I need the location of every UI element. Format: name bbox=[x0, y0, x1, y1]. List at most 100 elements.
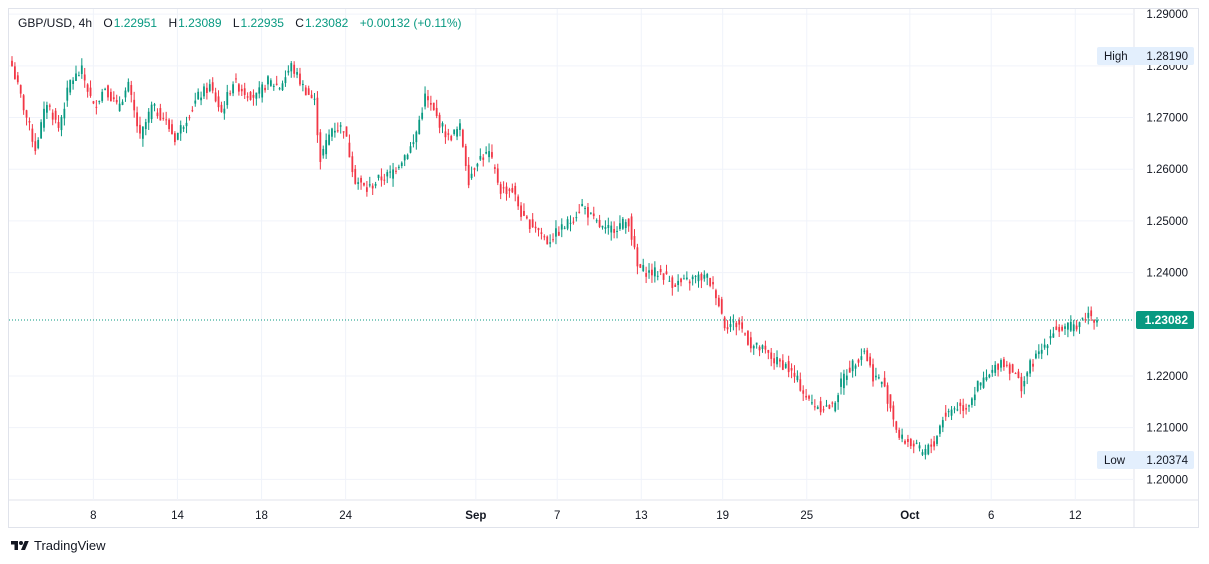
candle bbox=[48, 103, 51, 111]
candle bbox=[877, 374, 880, 380]
candle-body bbox=[124, 90, 127, 98]
candle bbox=[525, 215, 528, 220]
candle-body bbox=[377, 174, 380, 178]
candle-body bbox=[400, 162, 403, 167]
candle-body bbox=[220, 104, 223, 113]
y-axis[interactable]: 1.290001.280001.270001.260001.250001.240… bbox=[1146, 9, 1188, 486]
candle-body bbox=[1081, 317, 1084, 319]
candle bbox=[89, 80, 92, 98]
candle-body bbox=[235, 78, 237, 80]
candle-body bbox=[31, 128, 34, 142]
candle-body bbox=[16, 75, 19, 83]
candle bbox=[1087, 306, 1090, 325]
candle-body bbox=[1008, 364, 1011, 374]
candle-body bbox=[438, 114, 441, 128]
candle-body bbox=[223, 108, 226, 114]
last-price-marker: 1.23082 bbox=[1136, 311, 1194, 330]
candle-body bbox=[709, 277, 712, 286]
candle bbox=[595, 218, 598, 224]
candle bbox=[459, 119, 461, 137]
candle bbox=[92, 100, 95, 105]
candle-body bbox=[296, 72, 298, 75]
candle-body bbox=[706, 274, 709, 278]
candle-body bbox=[694, 275, 697, 277]
candle bbox=[22, 93, 25, 115]
candle-body bbox=[89, 87, 92, 96]
candle-body bbox=[761, 345, 764, 349]
candle bbox=[802, 385, 805, 401]
x-tick-label: 8 bbox=[90, 510, 96, 522]
x-axis[interactable]: 8 14 18 24 Sep 7 13 19 25 Oct 6 12 bbox=[90, 510, 1082, 522]
candle-body bbox=[552, 239, 554, 241]
candle-body bbox=[307, 88, 310, 95]
candle-body bbox=[883, 377, 886, 387]
candle bbox=[860, 348, 863, 366]
candle bbox=[764, 340, 767, 354]
candle-body bbox=[656, 275, 659, 277]
candle-body bbox=[444, 131, 447, 138]
candle-body bbox=[107, 85, 109, 98]
candle-body bbox=[811, 402, 813, 404]
candle-body bbox=[563, 227, 566, 229]
candle-body bbox=[348, 142, 351, 158]
candle bbox=[813, 399, 816, 411]
low-label: L bbox=[232, 16, 240, 30]
candle-body bbox=[1061, 326, 1063, 331]
candle bbox=[607, 217, 610, 235]
x-tick-label: Oct bbox=[900, 510, 919, 522]
candle-body bbox=[176, 132, 179, 140]
candle bbox=[523, 203, 525, 217]
candle bbox=[927, 443, 930, 456]
candle bbox=[962, 398, 965, 419]
candle bbox=[656, 270, 659, 281]
candle bbox=[985, 369, 988, 382]
candle bbox=[729, 316, 732, 332]
candle bbox=[211, 77, 214, 94]
candle-body bbox=[493, 167, 496, 169]
candle-body bbox=[924, 448, 927, 455]
candle bbox=[831, 401, 834, 408]
candle-body bbox=[232, 84, 234, 94]
candle-body bbox=[854, 365, 857, 369]
candle bbox=[1078, 321, 1081, 334]
candle-body bbox=[534, 226, 537, 229]
candle bbox=[1093, 319, 1095, 330]
candle-body bbox=[156, 112, 159, 117]
candle-body bbox=[229, 93, 232, 95]
candle bbox=[86, 83, 89, 98]
candle bbox=[610, 221, 613, 241]
candle bbox=[220, 101, 223, 113]
candle bbox=[392, 162, 394, 187]
tradingview-branding[interactable]: TradingView bbox=[10, 538, 106, 553]
x-tick-label: 12 bbox=[1069, 510, 1082, 522]
symbol-label[interactable]: GBP/USD, 4h bbox=[18, 16, 93, 30]
candle bbox=[662, 273, 665, 285]
candle bbox=[278, 87, 281, 91]
candle bbox=[51, 109, 54, 126]
candle-body bbox=[875, 375, 877, 378]
x-tick-label: 14 bbox=[171, 510, 184, 522]
candle-body bbox=[342, 131, 345, 133]
candle bbox=[956, 402, 959, 412]
candle-body bbox=[557, 231, 560, 236]
candle bbox=[141, 126, 144, 147]
candle-body bbox=[886, 385, 889, 404]
candle-body bbox=[816, 406, 819, 409]
candle-body bbox=[592, 213, 595, 217]
candle bbox=[293, 61, 296, 78]
candle-body bbox=[502, 187, 505, 189]
candle-body bbox=[962, 405, 965, 411]
candle-body bbox=[1011, 364, 1014, 373]
candle-body bbox=[19, 85, 22, 94]
candle bbox=[834, 401, 837, 413]
candle bbox=[988, 373, 991, 379]
candle-body bbox=[700, 273, 703, 281]
open-label: O bbox=[103, 16, 113, 30]
candle-body bbox=[953, 408, 956, 410]
candle bbox=[822, 405, 825, 413]
candle bbox=[403, 154, 406, 167]
candle bbox=[432, 102, 435, 111]
x-tick-label: 24 bbox=[339, 510, 352, 522]
candle bbox=[429, 95, 432, 111]
